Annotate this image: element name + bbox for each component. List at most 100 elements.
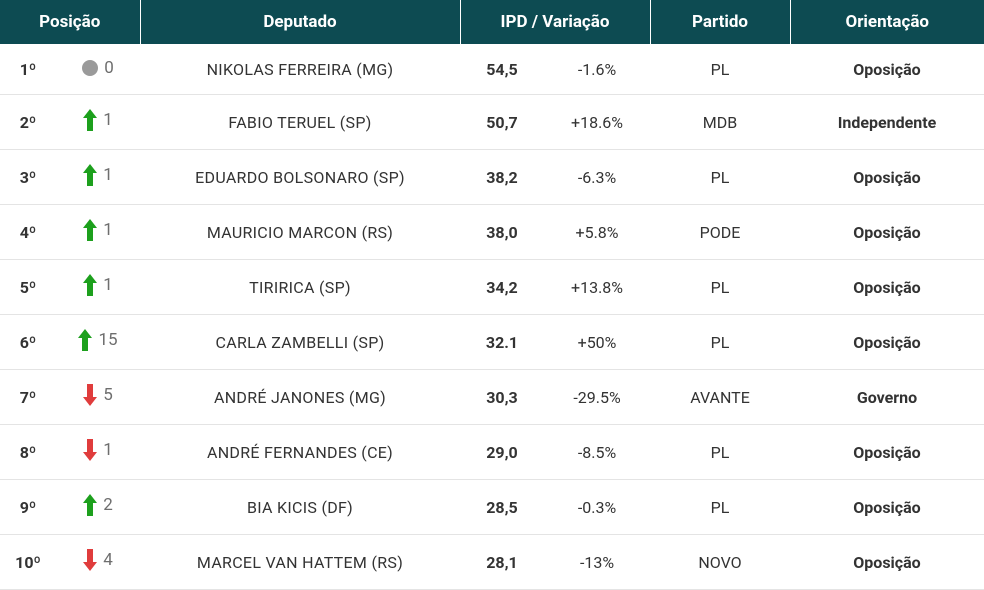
table-row: 1º 0 NIKOLAS FERREIRA (MG)54,5-1.6%PLOposi… [0,44,984,95]
rank-cell: 7º [0,370,56,425]
party-cell: PL [650,480,790,535]
position-delta: 0 [104,58,114,78]
position-delta: 5 [103,385,113,405]
orientation-cell: Oposição [790,205,984,260]
ipd-cell: 54,5 [460,44,544,95]
arrow-down-icon [83,439,97,461]
header-ipd-variacao: IPD / Variação [460,0,650,44]
table-row: 10º 4 MARCEL VAN HATTEM (RS)28,1-13%NOVOOp… [0,535,984,590]
party-cell: PL [650,425,790,480]
position-change-cell: 1 [56,150,140,205]
variation-cell: -13% [544,535,650,590]
party-cell: NOVO [650,535,790,590]
position-delta: 15 [98,330,117,350]
orientation-cell: Oposição [790,150,984,205]
position-change-cell: 1 [56,205,140,260]
orientation-cell: Oposição [790,480,984,535]
rank-cell: 3º [0,150,56,205]
party-cell: PL [650,44,790,95]
deputy-name-cell: FABIO TERUEL (SP) [140,95,460,150]
table-body: 1º0NIKOLAS FERREIRA (MG)54,5-1.6%PLOposi… [0,44,984,590]
deputy-name-cell: MAURICIO MARCON (RS) [140,205,460,260]
position-change-cell: 4 [56,535,140,590]
deputy-name-cell: EDUARDO BOLSONARO (SP) [140,150,460,205]
rank-cell: 10º [0,535,56,590]
ipd-cell: 28,1 [460,535,544,590]
position-delta: 2 [103,495,113,515]
party-cell: AVANTE [650,370,790,425]
orientation-cell: Oposição [790,44,984,95]
position-change-cell: 1 [56,260,140,315]
arrow-up-icon [83,219,97,241]
ipd-cell: 38,0 [460,205,544,260]
deputy-name-cell: ANDRÉ JANONES (MG) [140,370,460,425]
position-delta: 1 [103,220,113,240]
arrow-up-icon [83,109,97,131]
rank-cell: 1º [0,44,56,95]
neutral-dot-icon [82,60,98,76]
arrow-down-icon [83,384,97,406]
table-row: 7º 5 ANDRÉ JANONES (MG)30,3-29.5%AVANTEGov… [0,370,984,425]
variation-cell: -6.3% [544,150,650,205]
rank-cell: 2º [0,95,56,150]
ipd-cell: 29,0 [460,425,544,480]
party-cell: MDB [650,95,790,150]
position-delta: 1 [103,275,113,295]
variation-cell: +13.8% [544,260,650,315]
table-row: 6º15CARLA ZAMBELLI (SP)32.1+50%PLOposiçã… [0,315,984,370]
deputy-name-cell: CARLA ZAMBELLI (SP) [140,315,460,370]
table-row: 2º 1 FABIO TERUEL (SP)50,7+18.6%MDBIndepen… [0,95,984,150]
orientation-cell: Oposição [790,260,984,315]
deputy-name-cell: MARCEL VAN HATTEM (RS) [140,535,460,590]
ipd-cell: 50,7 [460,95,544,150]
deputy-name-cell: TIRIRICA (SP) [140,260,460,315]
position-change-cell: 1 [56,95,140,150]
variation-cell: -0.3% [544,480,650,535]
table-header-row: Posição Deputado IPD / Variação Partido … [0,0,984,44]
ipd-cell: 38,2 [460,150,544,205]
rank-cell: 4º [0,205,56,260]
ipd-cell: 32.1 [460,315,544,370]
rank-cell: 8º [0,425,56,480]
header-orientacao: Orientação [790,0,984,44]
header-posicao: Posição [0,0,140,44]
deputy-name-cell: NIKOLAS FERREIRA (MG) [140,44,460,95]
variation-cell: -1.6% [544,44,650,95]
ipd-cell: 34,2 [460,260,544,315]
position-delta: 4 [103,550,113,570]
deputy-name-cell: BIA KICIS (DF) [140,480,460,535]
arrow-up-icon [78,329,92,351]
ipd-cell: 30,3 [460,370,544,425]
ipd-cell: 28,5 [460,480,544,535]
party-cell: PL [650,150,790,205]
position-delta: 1 [103,110,113,130]
table-row: 4º1MAURICIO MARCON (RS)38,0+5.8%PODEOpos… [0,205,984,260]
orientation-cell: Oposição [790,535,984,590]
orientation-cell: Oposição [790,425,984,480]
party-cell: PODE [650,205,790,260]
header-partido: Partido [650,0,790,44]
rank-cell: 6º [0,315,56,370]
table-row: 5º1TIRIRICA (SP)34,2+13.8%PLOposição [0,260,984,315]
orientation-cell: Governo [790,370,984,425]
rank-cell: 5º [0,260,56,315]
variation-cell: +50% [544,315,650,370]
position-change-cell: 5 [56,370,140,425]
variation-cell: -29.5% [544,370,650,425]
ranking-table: Posição Deputado IPD / Variação Partido … [0,0,984,590]
variation-cell: +18.6% [544,95,650,150]
rank-cell: 9º [0,480,56,535]
orientation-cell: Independente [790,95,984,150]
arrow-up-icon [83,274,97,296]
header-deputado: Deputado [140,0,460,44]
position-delta: 1 [103,165,113,185]
position-change-cell: 15 [56,315,140,370]
party-cell: PL [650,315,790,370]
table-row: 8º1ANDRÉ FERNANDES (CE)29,0-8.5%PLOposiç… [0,425,984,480]
arrow-up-icon [83,494,97,516]
deputy-name-cell: ANDRÉ FERNANDES (CE) [140,425,460,480]
variation-cell: -8.5% [544,425,650,480]
position-change-cell: 2 [56,480,140,535]
table-row: 9º 2 BIA KICIS (DF)28,5-0.3%PLOposição [0,480,984,535]
arrow-up-icon [83,164,97,186]
